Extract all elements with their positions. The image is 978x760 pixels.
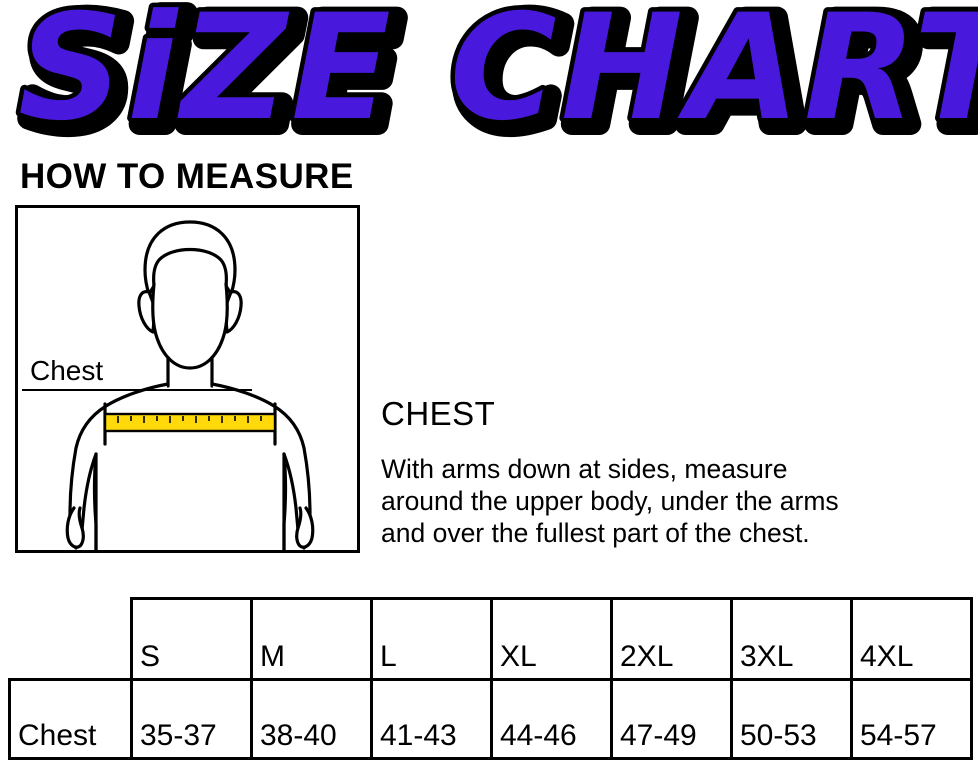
table-header-row: S M L XL 2XL 3XL 4XL (10, 597, 973, 681)
cell-chest-m: 38-40 (250, 678, 373, 760)
table-header-cell-xl: XL (490, 597, 613, 681)
left-hand-outline (65, 506, 85, 549)
size-chart-title-art: SiZE CHART SiZE CHART (14, 0, 978, 150)
chest-section-heading: CHEST (381, 395, 496, 432)
table-header-cell-l: L (370, 597, 493, 681)
description-line-2: around the upper body, under the arms (381, 486, 839, 516)
chest-description-text: With arms down at sides, measure around … (381, 453, 971, 549)
face-outline (151, 282, 229, 370)
cell-chest-xl: 44-46 (490, 678, 613, 760)
tape-tick-marks (117, 416, 262, 423)
body-figure-illustration (65, 220, 315, 550)
hair-outline (143, 220, 237, 296)
title-shadow-layer: SiZE CHART (15, 0, 978, 150)
row-label-chest: Chest (8, 678, 133, 760)
chest-leader-line (22, 389, 252, 391)
cell-chest-3xl: 50-53 (730, 678, 853, 760)
chest-callout-label: Chest (30, 355, 104, 386)
cell-chest-l: 41-43 (370, 678, 493, 760)
right-ear-outline (223, 290, 243, 334)
svg-text:SiZE CHART: SiZE CHART (26, 0, 978, 150)
table-header-cell-3xl: 3XL (730, 597, 853, 681)
title-fill-layer: SiZE CHART (14, 0, 978, 150)
cell-chest-4xl: 54-57 (850, 678, 973, 760)
svg-text:SiZE CHART: SiZE CHART (18, 0, 978, 150)
table-header-cell-2xl: 2XL (610, 597, 733, 681)
table-row: Chest 35-37 38-40 41-43 44-46 47-49 50-5… (8, 678, 973, 760)
right-hand-outline (295, 506, 315, 549)
table-header-cell-4xl: 4XL (850, 597, 973, 681)
how-to-measure-heading: HOW TO MEASURE (20, 157, 354, 196)
page-title: SiZE CHART SiZE CHART (0, 0, 978, 150)
measurement-diagram (15, 205, 360, 553)
table-header-cell-m: M (250, 597, 373, 681)
cell-chest-2xl: 47-49 (610, 678, 733, 760)
right-arm-inner-line (282, 452, 288, 550)
left-ear-outline (137, 290, 157, 334)
size-chart-table: S M L XL 2XL 3XL 4XL Chest 35-37 38-40 4… (8, 597, 973, 760)
left-arm-inner-line (92, 452, 98, 550)
description-line-3: and over the fullest part of the chest. (381, 518, 810, 548)
description-line-1: With arms down at sides, measure (381, 454, 788, 484)
cell-chest-s: 35-37 (130, 678, 253, 760)
measuring-tape (103, 412, 277, 433)
neck-outline (166, 356, 214, 388)
table-header-cell-s: S (130, 597, 253, 681)
table-corner-blank (10, 599, 132, 680)
